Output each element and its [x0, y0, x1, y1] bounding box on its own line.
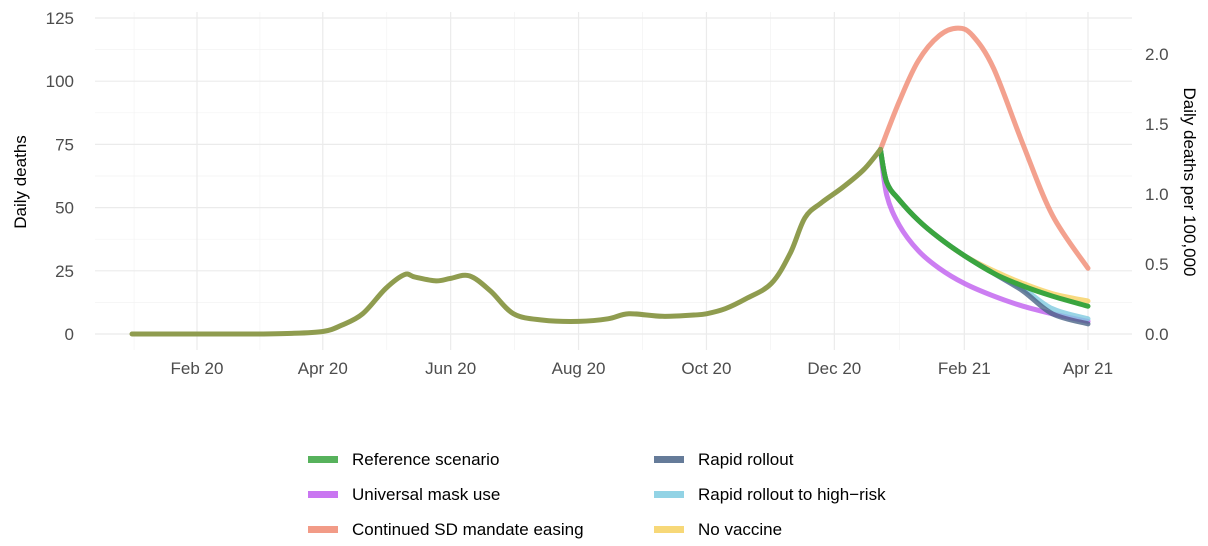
legend-swatch [308, 526, 338, 533]
legend-item: Universal mask use [308, 485, 500, 504]
legend-swatch [654, 456, 684, 463]
x-tick-label: Jun 20 [425, 359, 476, 378]
series-lines [129, 25, 1091, 337]
legend-label: Rapid rollout [698, 450, 794, 469]
y2-tick-label: 0.5 [1145, 255, 1169, 274]
x-tick-label: Apr 20 [298, 359, 348, 378]
x-tick-label: Apr 21 [1063, 359, 1113, 378]
series-line-universal-mask-use [877, 147, 1091, 324]
legend-item: Rapid rollout [654, 450, 794, 469]
y2-tick-label: 2.0 [1145, 45, 1169, 64]
y-axis-title: Daily deaths [11, 135, 30, 229]
x-tick-label: Feb 20 [171, 359, 224, 378]
y-tick-label: 125 [46, 9, 74, 28]
legend: Reference scenario Universal mask use Cont… [308, 450, 886, 539]
legend-swatch [308, 491, 338, 498]
legend-label: No vaccine [698, 520, 782, 539]
y2-axis-title: Daily deaths per 100,000 [1180, 87, 1199, 276]
y-tick-label: 100 [46, 72, 74, 91]
legend-label: Universal mask use [352, 485, 500, 504]
y-tick-label: 25 [55, 262, 74, 281]
series-line-reference-scenario [877, 147, 1091, 309]
legend-swatch [654, 526, 684, 533]
x-tick-label: Dec 20 [807, 359, 861, 378]
y2-tick-label: 0.0 [1145, 325, 1169, 344]
legend-item: No vaccine [654, 520, 782, 539]
legend-label: Reference scenario [352, 450, 499, 469]
legend-item: Continued SD mandate easing [308, 520, 584, 539]
legend-label: Rapid rollout to high−risk [698, 485, 886, 504]
legend-swatch [308, 456, 338, 463]
legend-swatch [654, 491, 684, 498]
x-tick-label: Aug 20 [552, 359, 606, 378]
x-tick-label: Oct 20 [681, 359, 731, 378]
y2-tick-label: 1.0 [1145, 185, 1169, 204]
legend-item: Reference scenario [308, 450, 499, 469]
y-tick-label: 0 [65, 325, 74, 344]
legend-label: Continued SD mandate easing [352, 520, 584, 539]
x-axis-ticks: Feb 20 Apr 20 Jun 20 Aug 20 Oct 20 Dec 20 Feb … [171, 359, 1114, 378]
y-axis-ticks: 0 25 50 75 100 125 [46, 9, 74, 344]
y2-tick-label: 1.5 [1145, 115, 1169, 134]
minor-gridlines [95, 12, 1132, 350]
series-line-history [129, 147, 883, 337]
y2-axis-ticks: 0.0 0.5 1.0 1.5 2.0 [1145, 45, 1169, 344]
major-gridlines [95, 12, 1132, 350]
y-tick-label: 50 [55, 199, 74, 218]
y-tick-label: 75 [55, 135, 74, 154]
series-line-continued-sd-mandate-easing [877, 25, 1091, 271]
x-tick-label: Feb 21 [938, 359, 991, 378]
legend-item: Rapid rollout to high−risk [654, 485, 886, 504]
